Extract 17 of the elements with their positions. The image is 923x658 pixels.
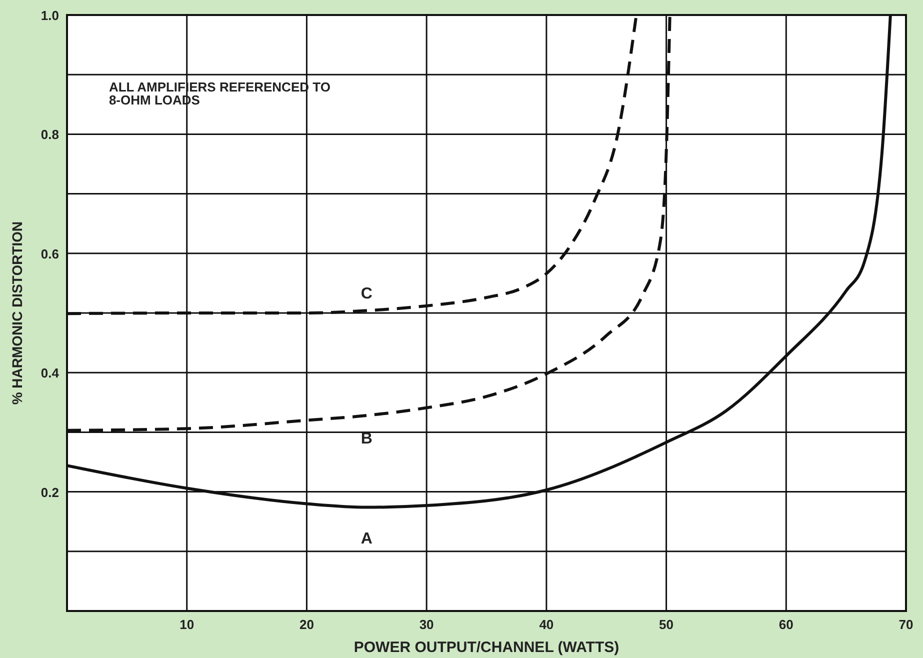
series-label: B <box>360 430 372 448</box>
x-tick-label: 10 <box>180 617 194 632</box>
y-tick-label: 0.6 <box>40 246 59 262</box>
series-label: A <box>360 530 373 548</box>
y-tick-label: 0.8 <box>40 127 59 142</box>
y-tick-label: 1.0 <box>40 8 59 23</box>
x-axis-title: POWER OUTPUT/CHANNEL (WATTS) <box>354 639 620 656</box>
x-tick-label: 60 <box>778 617 794 632</box>
y-axis-title: % HARMONIC DISTORTION <box>9 221 25 405</box>
x-tick-label: 20 <box>299 617 314 632</box>
y-tick-label: 0.2 <box>40 484 59 500</box>
y-tick-label: 0.4 <box>40 366 60 381</box>
x-tick-label: 50 <box>659 617 674 632</box>
x-tick-label: 30 <box>419 617 434 632</box>
x-tick-label: 70 <box>898 617 914 632</box>
series-label: C <box>360 286 373 303</box>
x-tick-label: 40 <box>539 617 554 632</box>
